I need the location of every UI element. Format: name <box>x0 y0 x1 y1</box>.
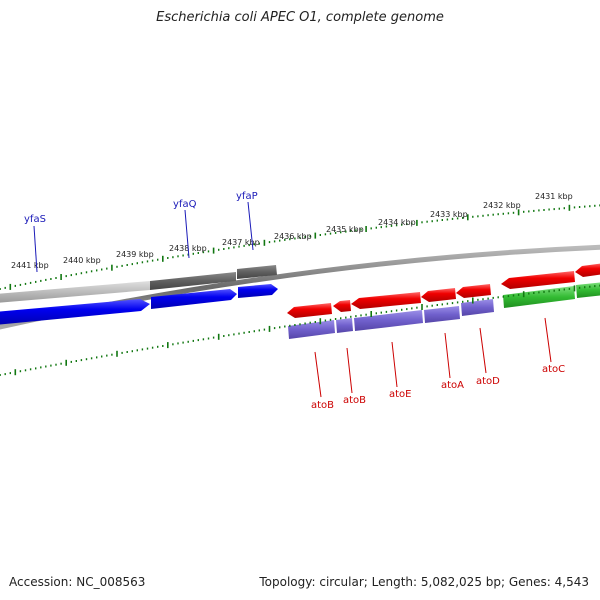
cds-atoE <box>351 292 421 309</box>
gene-label-lines <box>33 201 552 398</box>
scale-label: 2437 kbp <box>222 238 260 247</box>
gene-label-yfaQ: yfaQ <box>173 199 197 210</box>
grey-feature-dark-2 <box>237 265 277 279</box>
green-feature-1 <box>503 286 575 308</box>
scale-label: 2432 kbp <box>483 201 521 210</box>
map-title: Escherichia coli APEC O1, complete genom… <box>156 10 444 25</box>
cds-atoB-2 <box>333 300 351 312</box>
scale-label: 2435 kbp <box>326 225 364 234</box>
scale-label: 2440 kbp <box>63 256 101 265</box>
gene-label-atoD: atoD <box>476 376 500 387</box>
reverse-cds-track <box>287 263 600 318</box>
cds-atoD <box>456 284 491 298</box>
cds-yfaP <box>238 284 278 298</box>
grey-feature-light <box>0 281 150 303</box>
purple-feature-5 <box>461 299 494 316</box>
purple-feature-2 <box>336 318 353 333</box>
cds-yfaQ <box>151 289 237 309</box>
gene-label-yfaP: yfaP <box>236 191 258 202</box>
scale-label: 2433 kbp <box>430 210 468 219</box>
gene-labels: yfaS yfaQ yfaP atoB atoB atoE atoA atoD … <box>24 191 565 411</box>
scale-label: 2441 kbp <box>11 261 49 270</box>
cds-yfaS <box>0 299 150 325</box>
scale-label: 2434 kbp <box>378 218 416 227</box>
atoB-2-label-line <box>346 347 353 394</box>
lower-feature-track <box>288 282 600 339</box>
gene-label-atoA: atoA <box>441 380 464 391</box>
cds-next <box>575 263 600 277</box>
atoB-1-label-line <box>314 351 322 398</box>
green-feature-2 <box>576 282 600 298</box>
cds-atoC <box>501 271 575 289</box>
gene-label-atoB-1: atoB <box>311 400 334 411</box>
topology-text: Topology: circular; Length: 5,082,025 bp… <box>259 575 589 589</box>
upper-scale-ticks <box>0 204 600 290</box>
forward-cds-track <box>0 284 278 325</box>
scale-label: 2439 kbp <box>116 250 154 259</box>
upper-grey-track <box>0 265 277 303</box>
atoC-label-line <box>544 317 552 363</box>
scale-label: 2436 kbp <box>274 232 312 241</box>
accession-text: Accession: NC_008563 <box>9 575 146 589</box>
yfaS-label-line <box>33 225 38 273</box>
gene-label-atoC: atoC <box>542 364 565 375</box>
atoD-label-line <box>479 327 487 374</box>
atoE-label-line <box>391 341 398 388</box>
cds-atoB-1 <box>287 303 332 318</box>
gene-label-yfaS: yfaS <box>24 214 46 225</box>
purple-feature-4 <box>424 306 460 323</box>
purple-feature-1 <box>288 320 335 339</box>
scale-label: 2431 kbp <box>535 192 573 201</box>
purple-feature-3 <box>354 310 423 331</box>
yfaP-label-line <box>247 201 254 251</box>
yfaQ-label-line <box>184 209 190 259</box>
cds-atoA <box>421 288 456 302</box>
gene-label-atoE: atoE <box>389 389 412 400</box>
lower-scale-ticks <box>0 284 600 376</box>
gene-label-atoB-2: atoB <box>343 395 366 406</box>
atoA-label-line <box>444 332 451 379</box>
grey-feature-dark <box>150 272 236 290</box>
